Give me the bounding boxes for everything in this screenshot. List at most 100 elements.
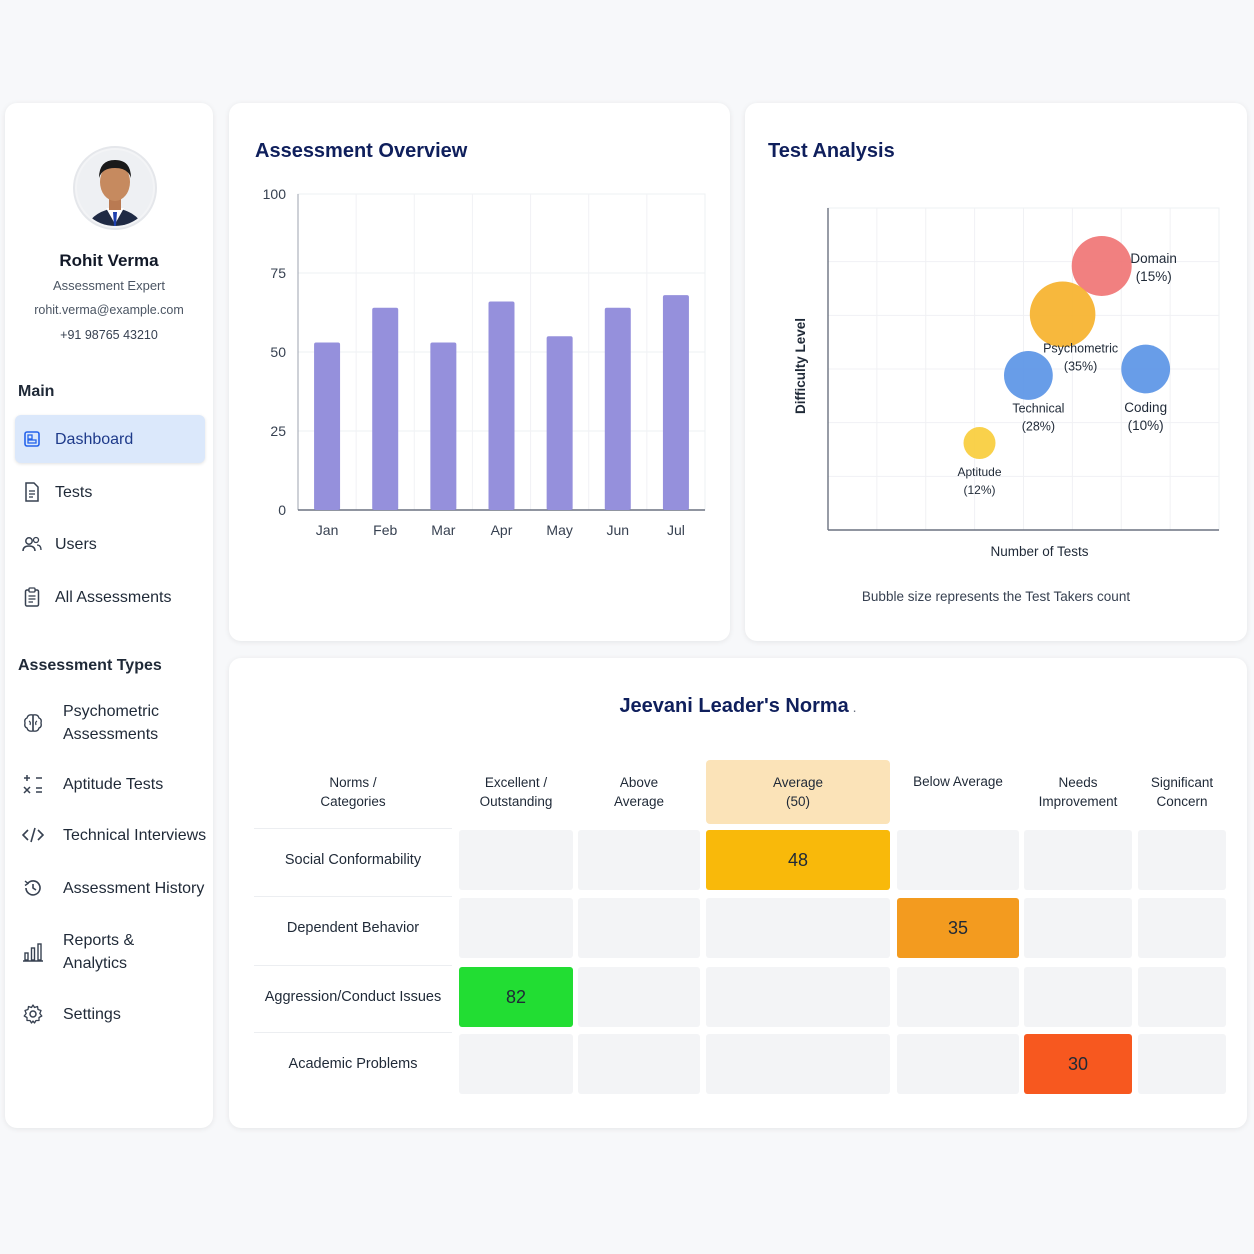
avatar[interactable] xyxy=(73,138,157,238)
bar[interactable] xyxy=(372,307,399,510)
bar[interactable] xyxy=(546,336,573,510)
bubble-value-label: (12%) xyxy=(964,483,996,497)
assessment-overview-card: Assessment Overview 0 25 50 75 100 Jan Feb Mar A… xyxy=(229,103,730,641)
empty-cell[interactable] xyxy=(578,898,700,958)
profile-phone: +91 98765 43210 xyxy=(60,328,158,342)
x-tick-label: Mar xyxy=(431,522,455,538)
empty-cell[interactable] xyxy=(897,967,1019,1027)
empty-cell[interactable] xyxy=(706,1034,890,1094)
nav-label: Tests xyxy=(55,483,93,501)
bubble-label: Psychometric xyxy=(1043,341,1118,355)
nav-label: Dashboard xyxy=(55,430,134,448)
bubble[interactable] xyxy=(1071,235,1132,296)
bubble[interactable] xyxy=(963,427,996,460)
column-header: Above Average xyxy=(613,775,665,809)
y-axis-label: Difficulty Level xyxy=(793,318,808,414)
score-cell[interactable]: 48 xyxy=(706,830,890,890)
nav-item-all-assessments[interactable]: All Assessments xyxy=(15,573,205,621)
empty-cell[interactable] xyxy=(1138,898,1226,958)
type-item-psychometric[interactable]: Psychometric Assessments xyxy=(15,698,210,748)
x-tick-label: Apr xyxy=(491,522,513,538)
bar-chart: 0 25 50 75 100 Jan Feb Mar Apr May Jun Jul xyxy=(263,186,706,538)
column-header: Needs Improvement xyxy=(1038,775,1118,809)
bar[interactable] xyxy=(314,342,341,510)
bubble-chart: Number of Tests Difficulty Level Domain (15… xyxy=(793,207,1220,559)
row-header: Aggression/Conduct Issues xyxy=(254,965,452,1027)
empty-cell[interactable] xyxy=(897,1034,1019,1094)
gear-icon xyxy=(21,1002,45,1026)
nav-item-dashboard[interactable]: Dashboard xyxy=(15,415,205,463)
empty-cell[interactable] xyxy=(578,967,700,1027)
overview-title: Assessment Overview xyxy=(255,140,468,162)
bubble-note: Bubble size represents the Test Takers c… xyxy=(861,589,1131,604)
type-label: Technical Interviews xyxy=(63,826,207,844)
nav-label: All Assessments xyxy=(55,588,172,606)
x-tick-label: Jun xyxy=(606,522,629,538)
type-label: Assessment History xyxy=(63,879,205,897)
empty-cell[interactable] xyxy=(578,830,700,890)
history-icon xyxy=(21,876,45,900)
column-header: Significant Concern xyxy=(1150,775,1214,809)
empty-cell[interactable] xyxy=(459,898,573,958)
x-axis-label: Number of Tests xyxy=(990,544,1088,559)
x-tick-label: Feb xyxy=(373,522,397,538)
empty-cell[interactable] xyxy=(1138,830,1226,890)
empty-cell[interactable] xyxy=(1138,1034,1226,1094)
column-header: Norms / Categories xyxy=(320,775,386,809)
score-cell[interactable]: 30 xyxy=(1024,1034,1132,1094)
norms-title: Jeevani Leader's Norma . xyxy=(619,695,857,717)
type-item-settings[interactable]: Settings xyxy=(15,1000,210,1028)
bubble[interactable] xyxy=(1121,344,1171,394)
bubble-label: Aptitude xyxy=(957,465,1001,479)
empty-cell[interactable] xyxy=(578,1034,700,1094)
bar[interactable] xyxy=(488,301,515,510)
empty-cell[interactable] xyxy=(1138,967,1226,1027)
empty-cell[interactable] xyxy=(1024,967,1132,1027)
type-label: Reports & Analytics xyxy=(63,932,135,972)
row-header: Social Conformability xyxy=(254,828,452,890)
code-icon xyxy=(21,823,45,847)
type-item-reports[interactable]: Reports & Analytics xyxy=(15,927,210,977)
bar[interactable] xyxy=(604,307,631,510)
type-label: Settings xyxy=(63,1005,121,1023)
empty-cell[interactable] xyxy=(459,1034,573,1094)
profile-email: rohit.verma@example.com xyxy=(34,303,184,317)
clipboard-icon xyxy=(21,586,43,608)
type-item-aptitude[interactable]: Aptitude Tests xyxy=(15,770,210,798)
empty-cell[interactable] xyxy=(897,830,1019,890)
profile-name: Rohit Verma xyxy=(59,251,159,270)
score-cell[interactable]: 82 xyxy=(459,967,573,1027)
main-section-title: Main xyxy=(18,383,55,400)
empty-cell[interactable] xyxy=(459,830,573,890)
empty-cell[interactable] xyxy=(1024,898,1132,958)
type-label: Psychometric Assessments xyxy=(63,703,160,743)
type-item-technical[interactable]: Technical Interviews xyxy=(15,821,210,849)
y-tick-label: 0 xyxy=(278,502,286,518)
type-item-history[interactable]: Assessment History xyxy=(15,874,210,902)
empty-cell[interactable] xyxy=(706,967,890,1027)
bubble-label: Domain xyxy=(1130,251,1177,266)
norms-card: Jeevani Leader's Norma . Norms / Categor… xyxy=(229,658,1247,1128)
bar[interactable] xyxy=(430,342,457,510)
empty-cell[interactable] xyxy=(1024,830,1132,890)
aptitude-icon xyxy=(21,772,45,796)
y-tick-label: 100 xyxy=(263,186,287,202)
bubble-label: Technical xyxy=(1012,401,1064,415)
nav-item-tests[interactable]: Tests xyxy=(15,468,205,516)
nav-label: Users xyxy=(55,535,97,553)
assessment-types-title: Assessment Types xyxy=(18,657,162,674)
empty-cell[interactable] xyxy=(706,898,890,958)
score-cell[interactable]: 35 xyxy=(897,898,1019,958)
bar[interactable] xyxy=(662,295,689,510)
x-tick-label: Jul xyxy=(667,522,685,538)
bubble-value-label: (15%) xyxy=(1136,269,1172,284)
x-tick-label: May xyxy=(546,522,572,538)
nav-item-users[interactable]: Users xyxy=(15,520,205,568)
bubble[interactable] xyxy=(1003,351,1053,400)
brain-icon xyxy=(21,711,45,735)
type-label: Aptitude Tests xyxy=(63,775,164,793)
document-icon xyxy=(21,481,43,503)
sidebar: Rohit Verma Assessment Expert rohit.verm… xyxy=(5,103,213,1128)
bubble[interactable] xyxy=(1029,281,1096,348)
y-tick-label: 25 xyxy=(270,423,286,439)
